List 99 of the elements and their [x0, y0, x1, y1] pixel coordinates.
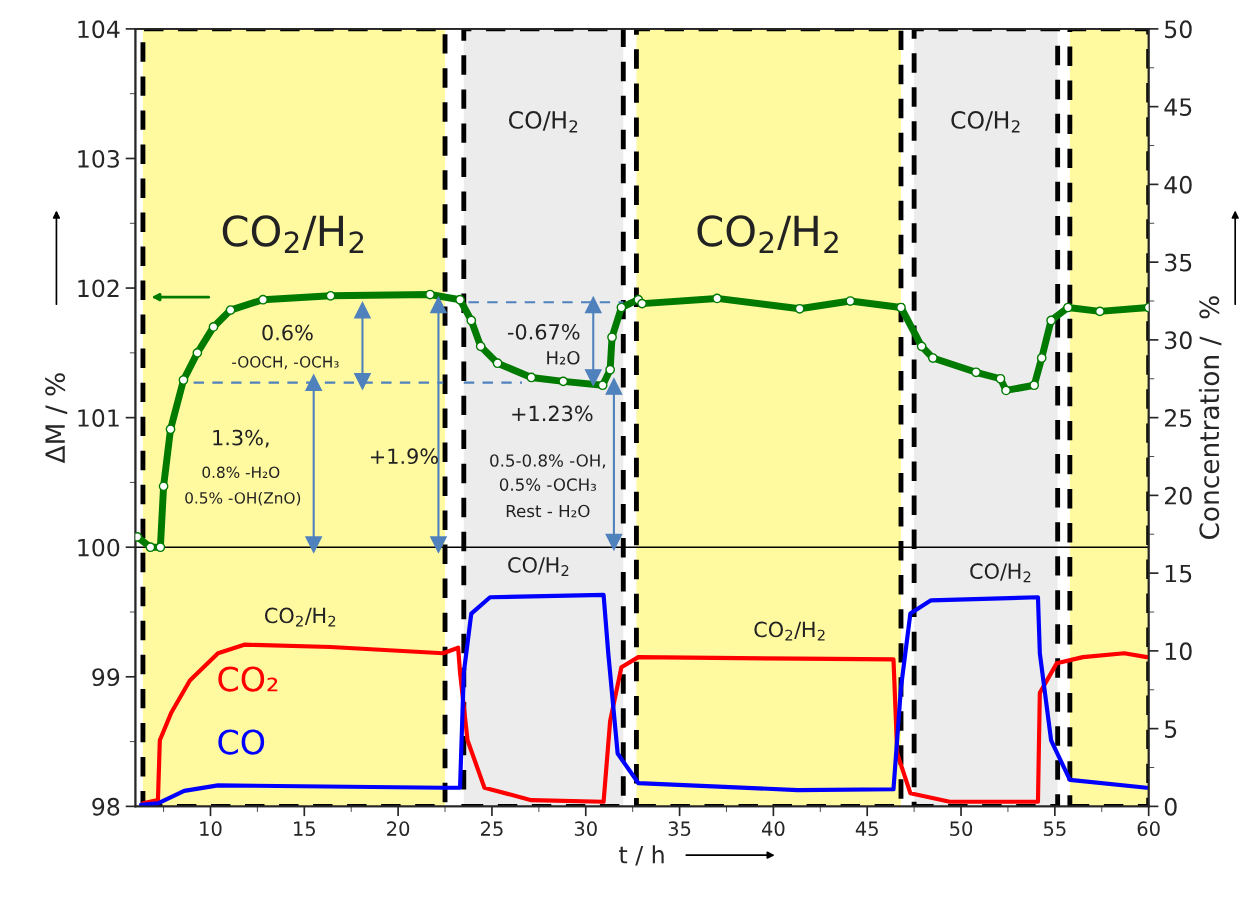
series-label: CO	[218, 729, 265, 755]
point	[165, 424, 176, 435]
line-series	[140, 642, 1149, 806]
point	[558, 376, 569, 387]
point	[1001, 385, 1011, 396]
y-tick-label: 100	[78, 538, 120, 557]
y2-tick-label: 35	[1165, 253, 1192, 272]
x-tick-label: 35	[668, 821, 691, 837]
point	[1046, 315, 1056, 326]
annotation: 0.6%	[262, 324, 313, 341]
y2-tick-label: 40	[1164, 175, 1192, 194]
point	[1095, 306, 1105, 317]
y2-tick-label: 0	[1164, 797, 1177, 816]
annotation: CO$_{2}$/H$_{2}$	[754, 621, 825, 641]
point	[995, 373, 1006, 384]
point	[607, 332, 617, 343]
band-label: CO/H$_{2}$	[951, 111, 1020, 133]
x-tick-label: 15	[294, 821, 315, 837]
y2-tick-label: 50	[1165, 20, 1192, 39]
point	[928, 353, 938, 363]
point	[1063, 302, 1073, 313]
y-tick-label: 101	[78, 409, 119, 427]
x-tick-label: 25	[480, 821, 503, 837]
point	[425, 289, 435, 300]
y2-tick-label: 45	[1164, 98, 1192, 116]
point	[971, 367, 981, 378]
x-tick-label: 60	[1137, 821, 1160, 837]
x-tick-label: 45	[855, 821, 878, 837]
annotation: 0.5% -OCH₃	[499, 478, 597, 491]
point	[354, 301, 371, 319]
y-tick-label: 104	[78, 20, 120, 39]
point	[208, 322, 219, 332]
point	[178, 375, 189, 385]
point	[597, 380, 608, 391]
point	[616, 302, 627, 313]
point	[305, 374, 323, 391]
point	[492, 358, 503, 369]
point	[526, 372, 537, 383]
y-tick-label: 102	[78, 279, 119, 298]
point	[475, 341, 486, 352]
y2-tick-label: 15	[1165, 564, 1192, 583]
point	[605, 533, 623, 551]
point	[145, 542, 156, 553]
y2-tick-label: 20	[1164, 486, 1192, 505]
x-axis-title: t / h	[619, 845, 664, 866]
annotation: -OOCH, -OCH₃	[232, 356, 339, 370]
point	[466, 315, 477, 326]
annotation: 1.3%,	[213, 429, 269, 448]
x-tick-label: 20	[387, 821, 410, 837]
annotation: CO$_{2}$/H$_{2}$	[264, 607, 336, 627]
annotation: 0.8% -H₂O	[202, 466, 280, 479]
point	[455, 294, 465, 305]
y-tick-label: 99	[92, 668, 120, 687]
point	[430, 296, 447, 314]
point	[916, 341, 927, 352]
point	[896, 302, 906, 313]
annotation: +1.23%	[512, 405, 593, 422]
point	[158, 481, 169, 492]
x-tick-label: 30	[574, 821, 597, 837]
line-series	[138, 592, 1149, 807]
annotation: CO/H$_{2}$	[508, 557, 569, 576]
y2-axis-title: Concentration / %	[1198, 296, 1222, 540]
series-label: CO₂	[218, 666, 278, 692]
y-tick-label: 103	[78, 149, 119, 168]
point	[794, 303, 805, 314]
point	[192, 347, 203, 358]
x-tick-label: 50	[950, 821, 973, 837]
point	[584, 369, 602, 386]
y-tick-label: 98	[92, 797, 120, 816]
annotation: 0.5-0.8% -OH,	[490, 454, 605, 469]
y2-tick-label: 10	[1165, 642, 1192, 661]
point	[605, 378, 623, 395]
point	[155, 542, 166, 553]
band-label: CO$_{2}$/H$_{2}$	[222, 215, 364, 253]
point	[258, 294, 268, 305]
annotation: 0.5% -OH(ZnO)	[185, 491, 301, 506]
annotation: H₂O	[547, 350, 580, 365]
point	[712, 293, 722, 304]
y2-tick-label: 5	[1165, 720, 1177, 738]
point	[225, 305, 236, 315]
band-label: CO$_{2}$/H$_{2}$	[697, 215, 838, 253]
y2-tick-label: 30	[1165, 331, 1192, 350]
point	[354, 373, 371, 390]
annotation: Rest - H₂O	[506, 504, 590, 518]
point	[1036, 353, 1047, 363]
y2-tick-label: 25	[1164, 409, 1192, 427]
point	[584, 296, 602, 314]
point	[1029, 380, 1040, 391]
x-tick-label: 55	[1043, 821, 1066, 837]
x-tick-label: 10	[200, 821, 222, 837]
annotation: -0.67%	[507, 323, 580, 340]
band-label: CO/H$_{2}$	[508, 111, 578, 133]
point	[430, 536, 447, 553]
y-axis-title: ΔM / %	[45, 373, 68, 464]
annotation: CO/H$_{2}$	[970, 563, 1031, 583]
annotation: +1.9%	[370, 448, 438, 465]
point	[637, 298, 647, 309]
x-tick-label: 40	[761, 821, 785, 837]
point	[305, 536, 323, 553]
